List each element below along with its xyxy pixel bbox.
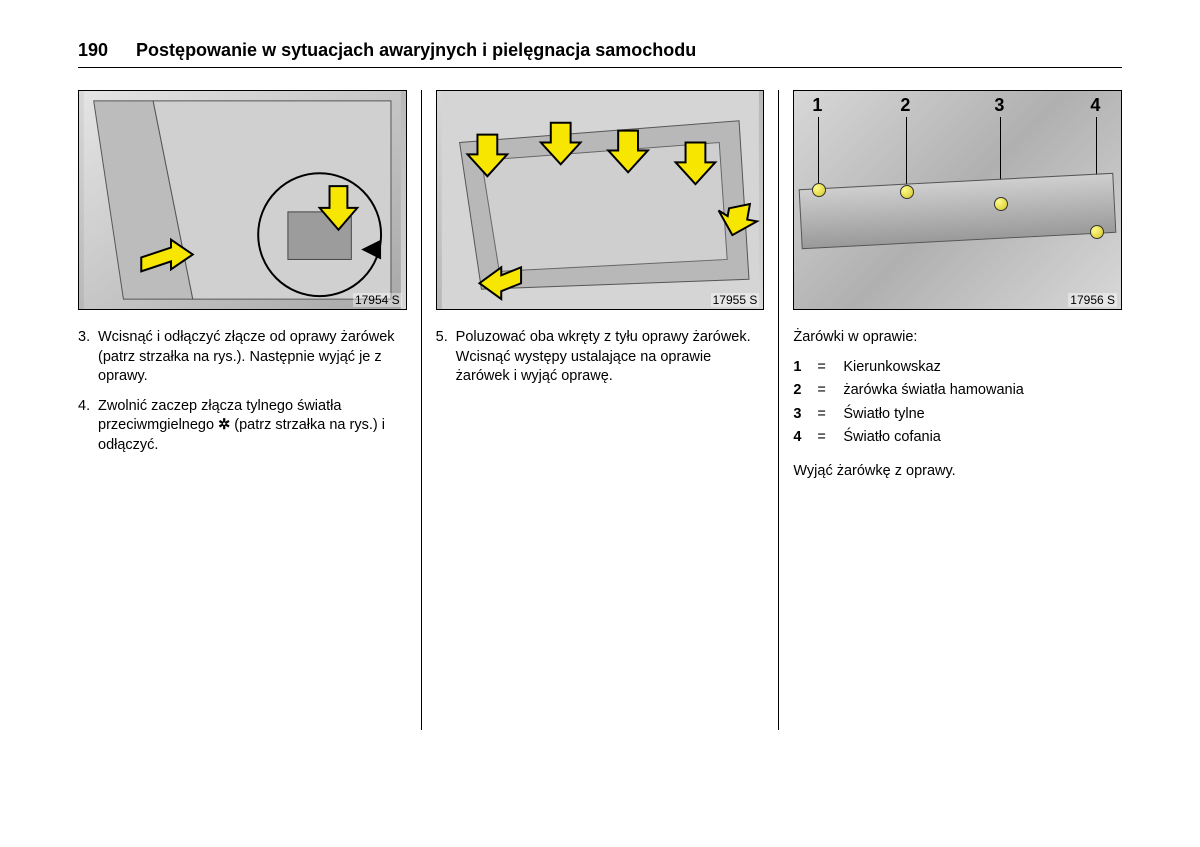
figure-2: 17955 S bbox=[436, 90, 765, 310]
legend-key-1: 1 bbox=[793, 358, 813, 378]
step-5-text: Poluzować oba wkręty z tyłu oprawy żarów… bbox=[456, 328, 765, 387]
column-1: 17954 S 3. Wcisnąć i odłączyć złącze od … bbox=[78, 90, 421, 730]
step-3-num: 3. bbox=[78, 328, 98, 387]
step-4: 4. Zwolnić zaczep złącza tylnego światła… bbox=[78, 397, 407, 456]
page-header: 190 Postępowanie w sytuacjach awaryjnych… bbox=[78, 40, 1122, 68]
col3-text: Żarówki w oprawie: 1 = Kierunkowskaz 2 =… bbox=[793, 328, 1122, 481]
legend-eq-1: = bbox=[817, 358, 839, 378]
step-3-text: Wcisnąć i odłączyć złącze od oprawy żaró… bbox=[98, 328, 407, 387]
legend-title: Żarówki w oprawie: bbox=[793, 328, 1122, 348]
figure-3-label-1: 1 bbox=[812, 95, 822, 116]
step-3: 3. Wcisnąć i odłączyć złącze od oprawy ż… bbox=[78, 328, 407, 387]
legend-eq-2: = bbox=[817, 381, 839, 401]
step-5-num: 5. bbox=[436, 328, 456, 387]
step-4-num: 4. bbox=[78, 397, 98, 456]
legend-val-2: żarówka światła hamowania bbox=[843, 381, 1122, 401]
legend-eq-4: = bbox=[817, 428, 839, 448]
col3-footer: Wyjąć żarówkę z oprawy. bbox=[793, 462, 1122, 482]
figure-3-label-3: 3 bbox=[994, 95, 1004, 116]
legend-val-3: Światło tylne bbox=[843, 405, 1122, 425]
lead-line-2 bbox=[906, 117, 907, 187]
lead-line-1 bbox=[818, 117, 819, 187]
legend-key-4: 4 bbox=[793, 428, 813, 448]
figure-1: 17954 S bbox=[78, 90, 407, 310]
figure-3: 1 2 3 4 17956 S bbox=[793, 90, 1122, 310]
content-columns: 17954 S 3. Wcisnąć i odłączyć złącze od … bbox=[78, 90, 1122, 730]
legend-key-3: 3 bbox=[793, 405, 813, 425]
figure-3-label-2: 2 bbox=[900, 95, 910, 116]
figure-1-caption: 17954 S bbox=[353, 293, 402, 307]
chapter-title: Postępowanie w sytuacjach awaryjnych i p… bbox=[136, 40, 696, 61]
column-3: 1 2 3 4 17956 S Żarówki w oprawie: 1 = K… bbox=[779, 90, 1122, 730]
figure-3-caption: 17956 S bbox=[1068, 293, 1117, 307]
figure-3-label-4: 4 bbox=[1090, 95, 1100, 116]
option-symbol-icon: ✲ bbox=[218, 416, 230, 436]
legend-val-1: Kierunkowskaz bbox=[843, 358, 1122, 378]
col2-text: 5. Poluzować oba wkręty z tyłu oprawy ża… bbox=[436, 328, 765, 387]
legend-key-2: 2 bbox=[793, 381, 813, 401]
legend: 1 = Kierunkowskaz 2 = żarówka światła ha… bbox=[793, 358, 1122, 448]
figure-1-illustration bbox=[79, 91, 406, 309]
legend-val-4: Światło cofania bbox=[843, 428, 1122, 448]
figure-2-illustration bbox=[437, 91, 764, 309]
step-4-text: Zwolnić zaczep złącza tylnego światła pr… bbox=[98, 397, 407, 456]
bulb-4-icon bbox=[1090, 225, 1104, 239]
figure-2-caption: 17955 S bbox=[711, 293, 760, 307]
page-number: 190 bbox=[78, 40, 108, 61]
col1-text: 3. Wcisnąć i odłączyć złącze od oprawy ż… bbox=[78, 328, 407, 455]
legend-eq-3: = bbox=[817, 405, 839, 425]
step-5: 5. Poluzować oba wkręty z tyłu oprawy ża… bbox=[436, 328, 765, 387]
column-2: 17955 S 5. Poluzować oba wkręty z tyłu o… bbox=[422, 90, 779, 730]
bulb-holder-strip bbox=[799, 173, 1116, 249]
